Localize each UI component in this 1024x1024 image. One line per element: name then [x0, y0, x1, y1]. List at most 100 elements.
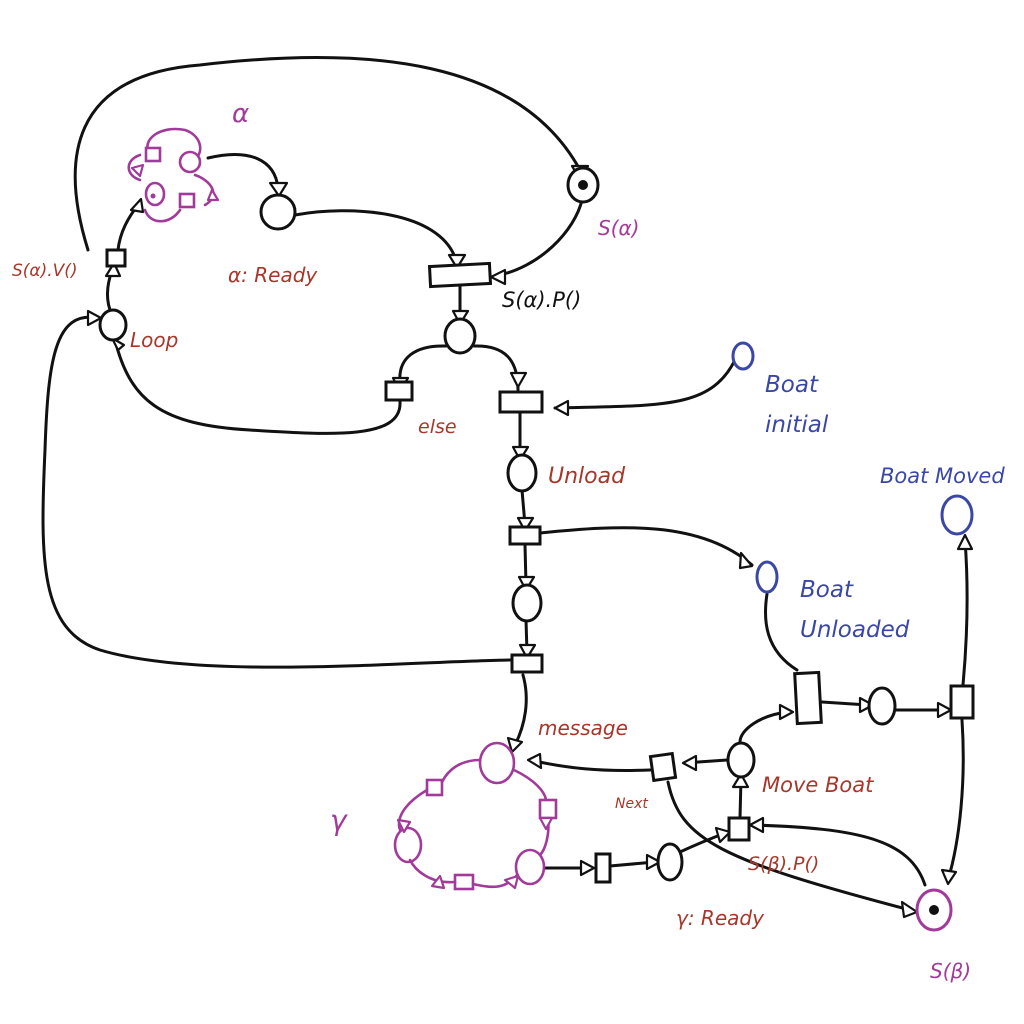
arc-s-beta-to-sbp: [750, 823, 927, 887]
transition-s-alpha-p[interactable]: [427, 261, 493, 289]
label-move-boat: Move Boat: [762, 773, 874, 797]
arc-trans3-to-loop: [41, 315, 512, 669]
arrowhead: [900, 900, 919, 919]
place-after-unload[interactable]: [511, 583, 543, 623]
arrowhead: [129, 197, 145, 214]
arrowhead: [738, 551, 754, 570]
gamma-cycle-arc: [440, 758, 482, 784]
transition-boat-moved[interactable]: [949, 684, 975, 720]
semaphores: [566, 166, 953, 932]
arrowhead: [517, 575, 536, 592]
transition-move[interactable]: [793, 670, 823, 726]
arrowhead: [526, 752, 543, 770]
arc-sv-to-s-alpha: [73, 55, 582, 252]
gamma-arrowhead: [538, 816, 554, 831]
label-alpha: α: [232, 99, 249, 129]
arrowhead: [731, 772, 750, 789]
label-boat-unloaded-2: Unloaded: [800, 617, 910, 643]
arc-boat-initial-to-trans: [553, 358, 737, 410]
arrowhead: [681, 754, 698, 772]
arrowhead: [956, 533, 974, 551]
label-s-beta: S(β): [930, 959, 971, 983]
transition-s-alpha-v[interactable]: [105, 248, 127, 268]
token: [578, 180, 588, 190]
arc-mid-to-else: [398, 344, 448, 384]
arc-next-to-message: [528, 758, 652, 773]
alpha-transition: [178, 192, 196, 209]
gamma-process[interactable]: [393, 741, 558, 891]
label-next: Next: [615, 796, 648, 812]
arrowhead: [518, 643, 537, 660]
gamma-place: [478, 741, 516, 785]
arrowhead: [268, 181, 289, 198]
label-s-alpha: S(α): [598, 216, 639, 240]
place-alpha-ready[interactable]: [259, 193, 297, 231]
place-gamma-ready[interactable]: [656, 842, 684, 882]
places: [98, 193, 897, 882]
alpha-place: [144, 181, 166, 207]
labels: α γ S(α) S(α).V() S(α).P() α: Ready Loop…: [12, 99, 1005, 983]
arrowhead: [645, 853, 662, 871]
transition-return-loop[interactable]: [510, 653, 544, 674]
label-s-alpha-v: S(α).V(): [12, 261, 78, 281]
transitions: [105, 248, 975, 884]
place-move-boat[interactable]: [726, 741, 756, 779]
place-boat-initial[interactable]: [731, 341, 755, 371]
place-after-move[interactable]: [867, 686, 897, 726]
transition-unload-out[interactable]: [508, 525, 542, 546]
arc-trans-to-s-beta: [946, 718, 965, 882]
arc-trans2-to-boat-unloaded: [538, 526, 754, 567]
arc-ready-to-sp: [293, 209, 458, 262]
transition-s-beta-p[interactable]: [727, 816, 751, 842]
arrowhead: [489, 268, 507, 286]
arc-trans-to-boat-moved: [961, 538, 969, 687]
arrowhead: [858, 696, 875, 714]
transition-else[interactable]: [384, 380, 414, 402]
gamma-arrowhead: [503, 874, 520, 890]
place-mid[interactable]: [443, 317, 477, 355]
label-boat-moved: Boat Moved: [880, 464, 1005, 488]
arrowhead: [553, 399, 570, 417]
alpha-arrowhead: [130, 163, 145, 178]
alpha-cycle-arc: [193, 173, 215, 207]
label-alpha-ready: α: Ready: [228, 263, 318, 287]
label-gamma-ready: γ: Ready: [676, 906, 765, 930]
gamma-place: [514, 848, 546, 886]
gamma-arrowhead: [396, 818, 412, 834]
gamma-arrowhead: [430, 874, 446, 890]
alpha-token: [150, 193, 156, 199]
arrowhead: [506, 736, 524, 754]
place-boat-moved[interactable]: [940, 494, 974, 536]
arc-s-alpha-to-sp: [493, 198, 584, 278]
gamma-transition: [453, 873, 475, 891]
arc-trans3-to-gamma: [513, 673, 528, 747]
alpha-cycle-arc: [143, 208, 182, 223]
label-loop: Loop: [130, 328, 178, 352]
place-boat-unloaded[interactable]: [755, 560, 779, 594]
label-boat-initial-1: Boat: [765, 372, 819, 398]
alpha-arrowhead: [206, 188, 220, 202]
alpha-place: [178, 150, 202, 174]
arrowhead: [104, 261, 122, 278]
alpha-transition: [144, 146, 162, 163]
label-s-alpha-p: S(α).P(): [502, 288, 581, 312]
label-boat-initial-2: initial: [765, 412, 829, 438]
arrowhead: [86, 309, 103, 327]
alpha-process[interactable]: [127, 127, 220, 223]
alpha-cycle-arc: [127, 153, 142, 182]
arrowhead: [579, 859, 596, 877]
arc-else-to-loop: [113, 338, 402, 435]
transition-next[interactable]: [648, 751, 678, 783]
arrowhead: [714, 826, 732, 844]
arrowhead: [778, 703, 795, 721]
place-loop[interactable]: [98, 308, 128, 342]
place-unload[interactable]: [506, 453, 538, 493]
arrowheads: [86, 164, 974, 919]
label-s-beta-p: S(β).P(): [748, 853, 819, 875]
transition-gamma-out[interactable]: [594, 852, 612, 884]
token: [929, 905, 939, 915]
arrowhead: [447, 253, 467, 270]
arrowhead: [451, 309, 470, 326]
transition-unload-in[interactable]: [498, 390, 544, 414]
